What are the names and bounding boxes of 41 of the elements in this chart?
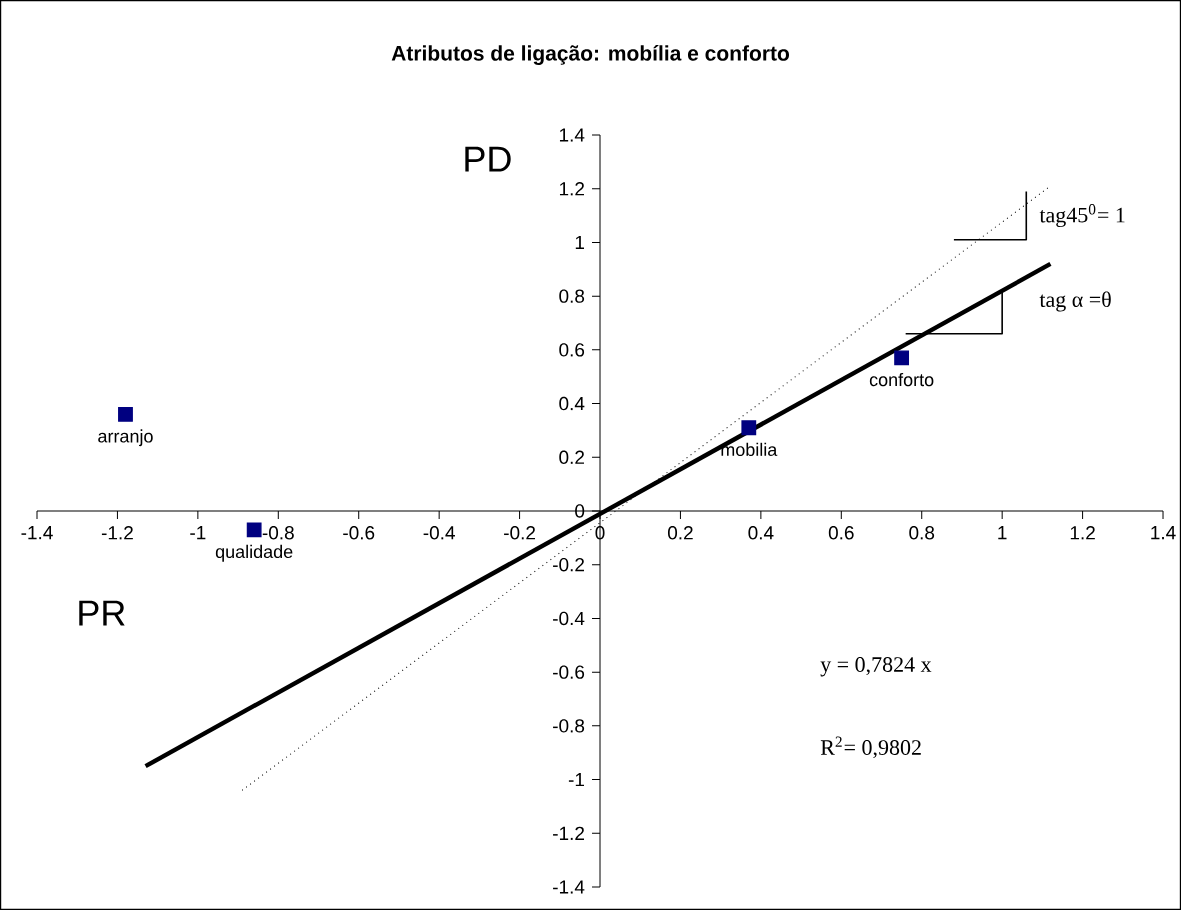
y-tick-label: -1.4 <box>553 880 585 894</box>
annotation: tag45$^{0}$= 1 <box>1039 204 1125 228</box>
x-tick-label: 1.4 <box>1151 526 1176 540</box>
y-tick-label: 0.2 <box>559 450 585 465</box>
annotation: y = 0,7824 x <box>820 657 932 677</box>
annotation: PD <box>465 146 511 172</box>
x-tick-label: 1.2 <box>1070 526 1095 540</box>
y-tick-label: 0.4 <box>559 396 585 411</box>
x-tick-label: -1 <box>190 526 206 540</box>
y-tick-label: 0 <box>575 504 585 518</box>
x-tick-label: 0.2 <box>667 526 693 540</box>
annotation: mobilia <box>721 442 778 457</box>
y-tick-label: -0.4 <box>553 611 585 626</box>
y-tick-label: -1.2 <box>553 826 585 840</box>
x-tick-label: -0.8 <box>262 526 294 540</box>
annotation: PR <box>79 600 125 626</box>
y-tick-label: 0.8 <box>559 289 585 303</box>
y-tick-label: 1.2 <box>559 182 585 196</box>
x-tick-label: -0.2 <box>504 526 536 540</box>
annotation: arranjo <box>98 429 153 447</box>
x-tick-label: 0.4 <box>748 526 774 540</box>
y-tick-label: -0.6 <box>553 665 585 679</box>
annotation: tag α =θ <box>1039 291 1111 312</box>
x-tick-label: 0.6 <box>828 526 854 540</box>
x-tick-label: 0.8 <box>909 526 935 540</box>
annotation: qualidade <box>215 544 293 562</box>
chart-title: Atributos de ligação: mobília e conforto <box>391 45 790 65</box>
x-tick-label: -1.4 <box>21 526 53 540</box>
x-tick-label: -1.2 <box>101 526 133 540</box>
y-tick-label: -0.2 <box>553 557 585 572</box>
y-tick-label: -1 <box>568 773 585 787</box>
x-tick-label: 0 <box>595 526 605 540</box>
y-tick-label: 0.6 <box>559 343 585 357</box>
x-tick-label: 1 <box>998 526 1007 540</box>
y-tick-label: 1 <box>575 235 585 249</box>
x-tick-label: -0.4 <box>423 526 455 540</box>
annotation: conforto <box>869 372 934 387</box>
annotation: R$^{2}$= 0,9802 <box>820 736 921 759</box>
y-tick-label: 1.4 <box>559 128 585 142</box>
x-tick-label: -0.6 <box>343 526 375 540</box>
y-tick-label: -0.8 <box>553 719 585 733</box>
